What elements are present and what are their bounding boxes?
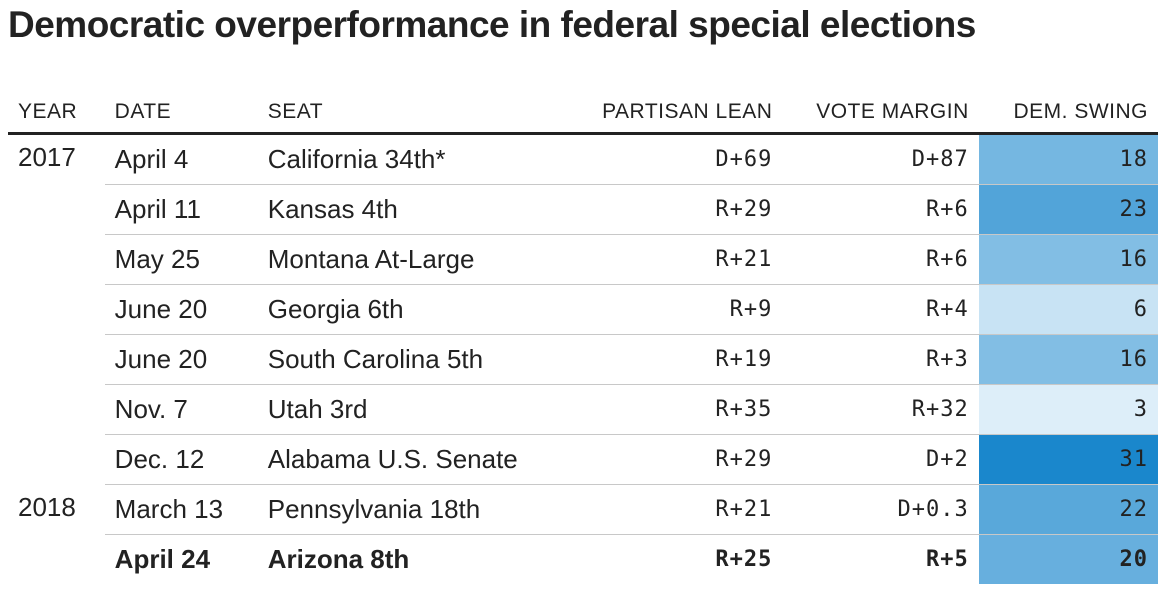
col-header-seat: SEAT bbox=[257, 92, 515, 135]
table-row: April 11 Kansas 4th R+29 R+6 23 bbox=[8, 184, 1158, 235]
seat-cell: Arizona 8th bbox=[267, 544, 410, 574]
vote-margin-cell: D+87 bbox=[782, 133, 979, 185]
date-cell: Nov. 7 bbox=[104, 384, 258, 435]
dem-swing-cell: 16 bbox=[978, 234, 1158, 285]
partisan-lean-cell: D+69 bbox=[514, 133, 783, 185]
vote-margin-cell: R+3 bbox=[782, 334, 979, 385]
dem-swing-cell: 18 bbox=[978, 133, 1158, 185]
table-row: 2017 April 4 California 34th* D+69 D+87 18 bbox=[8, 133, 1158, 185]
date-cell: June 20 bbox=[104, 284, 258, 335]
col-header-year: YEAR bbox=[8, 92, 105, 135]
dem-swing-cell: 31 bbox=[978, 434, 1158, 485]
header-row: YEAR DATE SEAT PARTISAN LEAN VOTE MARGIN… bbox=[8, 92, 1158, 135]
dem-swing-cell: 16 bbox=[978, 334, 1158, 385]
col-header-partisan-lean: PARTISAN LEAN bbox=[514, 92, 783, 135]
dem-swing-cell: 3 bbox=[978, 384, 1158, 435]
date-cell: Dec. 12 bbox=[104, 434, 258, 485]
vote-margin-cell: R+6 bbox=[782, 234, 979, 285]
seat-cell: Georgia 6th bbox=[257, 284, 515, 335]
dem-swing-cell: 20 bbox=[978, 534, 1158, 584]
seat-cell: Kansas 4th bbox=[257, 184, 515, 235]
col-header-dem-swing: DEM. SWING bbox=[978, 92, 1158, 135]
date-cell: June 20 bbox=[104, 334, 258, 385]
table-body: 2017 April 4 California 34th* D+69 D+87 18 Apr… bbox=[8, 133, 1158, 584]
date-cell: April 4 bbox=[104, 133, 258, 185]
partisan-lean-cell: R+35 bbox=[514, 384, 783, 435]
date-cell: April 24 bbox=[114, 544, 211, 574]
dem-swing-cell: 22 bbox=[978, 484, 1158, 535]
partisan-lean-cell: R+21 bbox=[514, 484, 783, 535]
col-header-vote-margin: VOTE MARGIN bbox=[782, 92, 979, 135]
year-cell: 2017 bbox=[18, 142, 76, 172]
chart-title: Democratic overperformance in federal sp… bbox=[8, 4, 976, 45]
seat-cell: South Carolina 5th bbox=[257, 334, 515, 385]
date-cell: March 13 bbox=[104, 484, 258, 535]
vote-margin-cell: D+0.3 bbox=[782, 484, 979, 535]
seat-cell: Utah 3rd bbox=[257, 384, 515, 435]
col-header-date: DATE bbox=[104, 92, 258, 135]
date-cell: May 25 bbox=[104, 234, 258, 285]
date-cell: April 11 bbox=[104, 184, 258, 235]
partisan-lean-cell: R+29 bbox=[514, 434, 783, 485]
dem-swing-cell: 23 bbox=[978, 184, 1158, 235]
table-row: Dec. 12 Alabama U.S. Senate R+29 D+2 31 bbox=[8, 434, 1158, 485]
table-row: Nov. 7 Utah 3rd R+35 R+32 3 bbox=[8, 384, 1158, 435]
vote-margin-cell: R+32 bbox=[782, 384, 979, 435]
vote-margin-cell: R+5 bbox=[925, 547, 969, 572]
partisan-lean-cell: R+21 bbox=[514, 234, 783, 285]
table-row: 2018 March 13 Pennsylvania 18th R+21 D+0.3 22 bbox=[8, 484, 1158, 535]
vote-margin-cell: R+4 bbox=[782, 284, 979, 335]
seat-cell: Alabama U.S. Senate bbox=[257, 434, 518, 485]
seat-cell: California 34th* bbox=[257, 133, 515, 185]
vote-margin-cell: R+6 bbox=[782, 184, 979, 235]
table-row: June 20 South Carolina 5th R+19 R+3 16 bbox=[8, 334, 1158, 385]
partisan-lean-cell: R+29 bbox=[514, 184, 783, 235]
vote-margin-cell: D+2 bbox=[782, 434, 979, 485]
seat-cell: Montana At-Large bbox=[257, 234, 515, 285]
table-row: May 25 Montana At-Large R+21 R+6 16 bbox=[8, 234, 1158, 285]
table-row: April 24 Arizona 8th R+25 R+5 20 bbox=[8, 534, 1158, 584]
partisan-lean-cell: R+25 bbox=[715, 547, 773, 572]
table-row: June 20 Georgia 6th R+9 R+4 6 bbox=[8, 284, 1158, 335]
partisan-lean-cell: R+9 bbox=[514, 284, 783, 335]
year-cell: 2018 bbox=[18, 491, 76, 522]
seat-cell: Pennsylvania 18th bbox=[257, 484, 515, 535]
special-elections-table: YEAR DATE SEAT PARTISAN LEAN VOTE MARGIN… bbox=[8, 92, 1158, 584]
partisan-lean-cell: R+19 bbox=[514, 334, 783, 385]
dem-swing-cell: 6 bbox=[978, 284, 1158, 335]
